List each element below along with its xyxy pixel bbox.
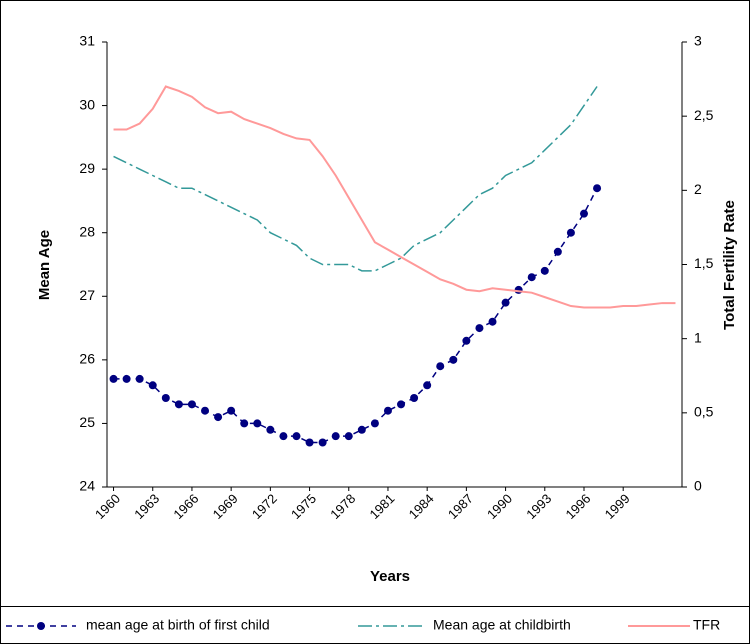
data-point [462,336,471,345]
y2-tick-label: 3 [694,33,702,49]
data-point [357,425,366,434]
y2-tick-label: 2 [694,181,702,197]
data-point [501,298,510,307]
data-point [201,406,210,415]
y-tick-label: 30 [79,96,95,112]
data-point [187,400,196,409]
data-point [331,432,340,441]
y2-tick-label: 1 [694,329,702,345]
data-point [240,419,249,428]
data-point [383,406,392,415]
data-point [566,228,575,237]
y-axis-title: Mean Age [36,230,53,300]
data-point [318,438,327,447]
data-point [553,247,562,256]
legend-label: Mean age at childbirth [433,617,571,633]
data-point [109,374,118,383]
y2-tick-label: 2,5 [694,107,714,123]
data-point [214,413,223,422]
data-point [266,425,275,434]
legend [0,606,750,644]
data-point [344,432,353,441]
y2-tick-label: 0 [694,478,702,494]
legend-label: TFR [693,617,720,633]
data-point [227,406,236,415]
data-point [475,324,484,333]
y-tick-label: 27 [79,287,95,303]
data-point [174,400,183,409]
y-tick-label: 26 [79,351,95,367]
series-line [113,85,676,309]
data-point [148,381,157,390]
y2-tick-label: 0,5 [694,404,714,420]
y-tick-label: 31 [79,33,95,49]
x-axis-title: Years [370,568,410,585]
data-point [449,355,458,364]
series-line [113,86,598,272]
data-point [397,400,406,409]
y-tick-label: 29 [79,160,95,176]
y-tick-label: 24 [79,478,95,494]
data-point [135,374,144,383]
data-point [488,317,497,326]
data-point [436,362,445,371]
data-point [279,432,288,441]
y2-axis-title: Total Fertility Rate [721,200,738,330]
data-point [527,273,536,282]
legend-label: mean age at birth of first child [86,617,270,633]
data-point [305,438,314,447]
data-point [579,209,588,218]
y2-tick-label: 1,5 [694,255,714,271]
y-tick-label: 25 [79,414,95,430]
legend-marker [37,622,45,630]
data-point [423,381,432,390]
data-point [410,394,419,402]
data-point [593,184,602,193]
data-point [161,394,170,402]
y-tick-label: 28 [79,223,95,239]
data-point [253,419,262,428]
data-point [370,419,379,428]
data-point [540,266,549,275]
data-point [122,374,131,383]
data-point [292,432,301,441]
